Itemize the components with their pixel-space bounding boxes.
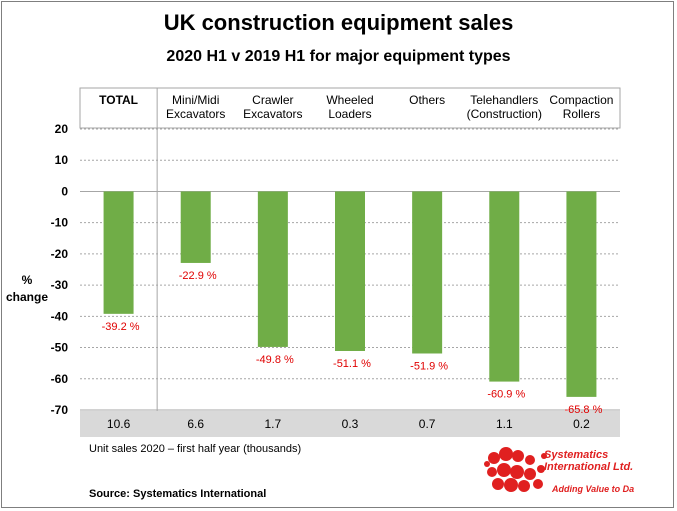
logo-dot <box>537 465 545 473</box>
logo-dot <box>533 479 543 489</box>
unit-sales-value: 0.3 <box>342 417 359 431</box>
bar <box>412 191 443 354</box>
unit-sales-value: 0.7 <box>419 417 436 431</box>
logo-name: Systematics <box>544 449 608 461</box>
chart-title: UK construction equipment sales <box>163 10 514 35</box>
logo-dot <box>488 452 500 464</box>
unit-sales-value: 1.1 <box>496 417 513 431</box>
unit-sales-value: 0.2 <box>573 417 590 431</box>
logo-dot <box>492 478 504 490</box>
logo-dot <box>510 465 524 479</box>
category-label: TOTAL <box>99 93 138 107</box>
category-label: (Construction) <box>467 107 542 121</box>
logo-dot <box>512 450 524 462</box>
category-label: Loaders <box>328 107 371 121</box>
y-tick-label: -30 <box>51 278 69 292</box>
bar <box>103 191 134 314</box>
category-label: Telehandlers <box>470 93 538 107</box>
data-label: -39.2 % <box>102 321 140 333</box>
y-tick-label: -20 <box>51 247 69 261</box>
y-tick-label: 10 <box>55 153 69 167</box>
source-note: Source: Systematics International <box>89 488 267 500</box>
logo-tagline: Adding Value to Data <box>551 484 634 494</box>
logo-dot <box>518 480 530 492</box>
logo-name-2: International Ltd. <box>544 461 633 473</box>
y-tick-label: -40 <box>51 309 69 323</box>
data-label: -49.8 % <box>256 354 294 366</box>
bar <box>180 191 211 263</box>
category-label: Wheeled <box>326 93 373 107</box>
bar <box>257 191 288 347</box>
y-tick-label: -50 <box>51 341 69 355</box>
logo-dot <box>524 468 536 480</box>
logo-dot <box>504 478 518 492</box>
data-label: -51.1 % <box>333 358 371 370</box>
bar <box>566 191 597 397</box>
category-label: Excavators <box>166 107 225 121</box>
unit-sales-value: 1.7 <box>265 417 282 431</box>
category-label: Others <box>409 93 445 107</box>
data-label: -22.9 % <box>179 270 217 282</box>
y-tick-label: -10 <box>51 216 69 230</box>
category-header-box <box>79 87 621 129</box>
data-label: -65.8 % <box>564 404 602 416</box>
logo-dot <box>487 467 497 477</box>
y-axis-label: % change <box>4 272 50 306</box>
category-label: Rollers <box>563 107 600 121</box>
logo-dot <box>497 463 511 477</box>
category-label: Crawler <box>252 93 293 107</box>
y-axis-label-line: % <box>21 273 33 287</box>
unit-sales-band <box>80 411 620 437</box>
logo-dot <box>484 461 490 467</box>
category-label: Compaction <box>549 93 613 107</box>
y-tick-label: 20 <box>55 122 69 136</box>
logo-dot <box>541 453 547 459</box>
y-axis-label-line: change <box>5 290 48 304</box>
logo-dot <box>525 455 535 465</box>
systematics-logo: Systematics International Ltd. Adding Va… <box>484 447 634 494</box>
logo-dot <box>499 447 513 461</box>
chart-subtitle: 2020 H1 v 2019 H1 for major equipment ty… <box>166 48 511 65</box>
data-label: -60.9 % <box>487 389 525 401</box>
y-tick-label: 0 <box>61 184 68 198</box>
bar <box>489 191 520 382</box>
category-label: Mini/Midi <box>172 93 219 107</box>
y-tick-label: -60 <box>51 372 69 386</box>
logo-dots-icon <box>484 447 547 492</box>
unit-sales-value: 6.6 <box>187 417 204 431</box>
unit-sales-note: Unit sales 2020 – first half year (thous… <box>89 443 302 455</box>
data-label: -51.9 % <box>410 360 448 372</box>
unit-sales-value: 10.6 <box>107 417 131 431</box>
bar <box>335 191 365 351</box>
y-tick-label: -70 <box>51 403 69 417</box>
category-label: Excavators <box>243 107 302 121</box>
